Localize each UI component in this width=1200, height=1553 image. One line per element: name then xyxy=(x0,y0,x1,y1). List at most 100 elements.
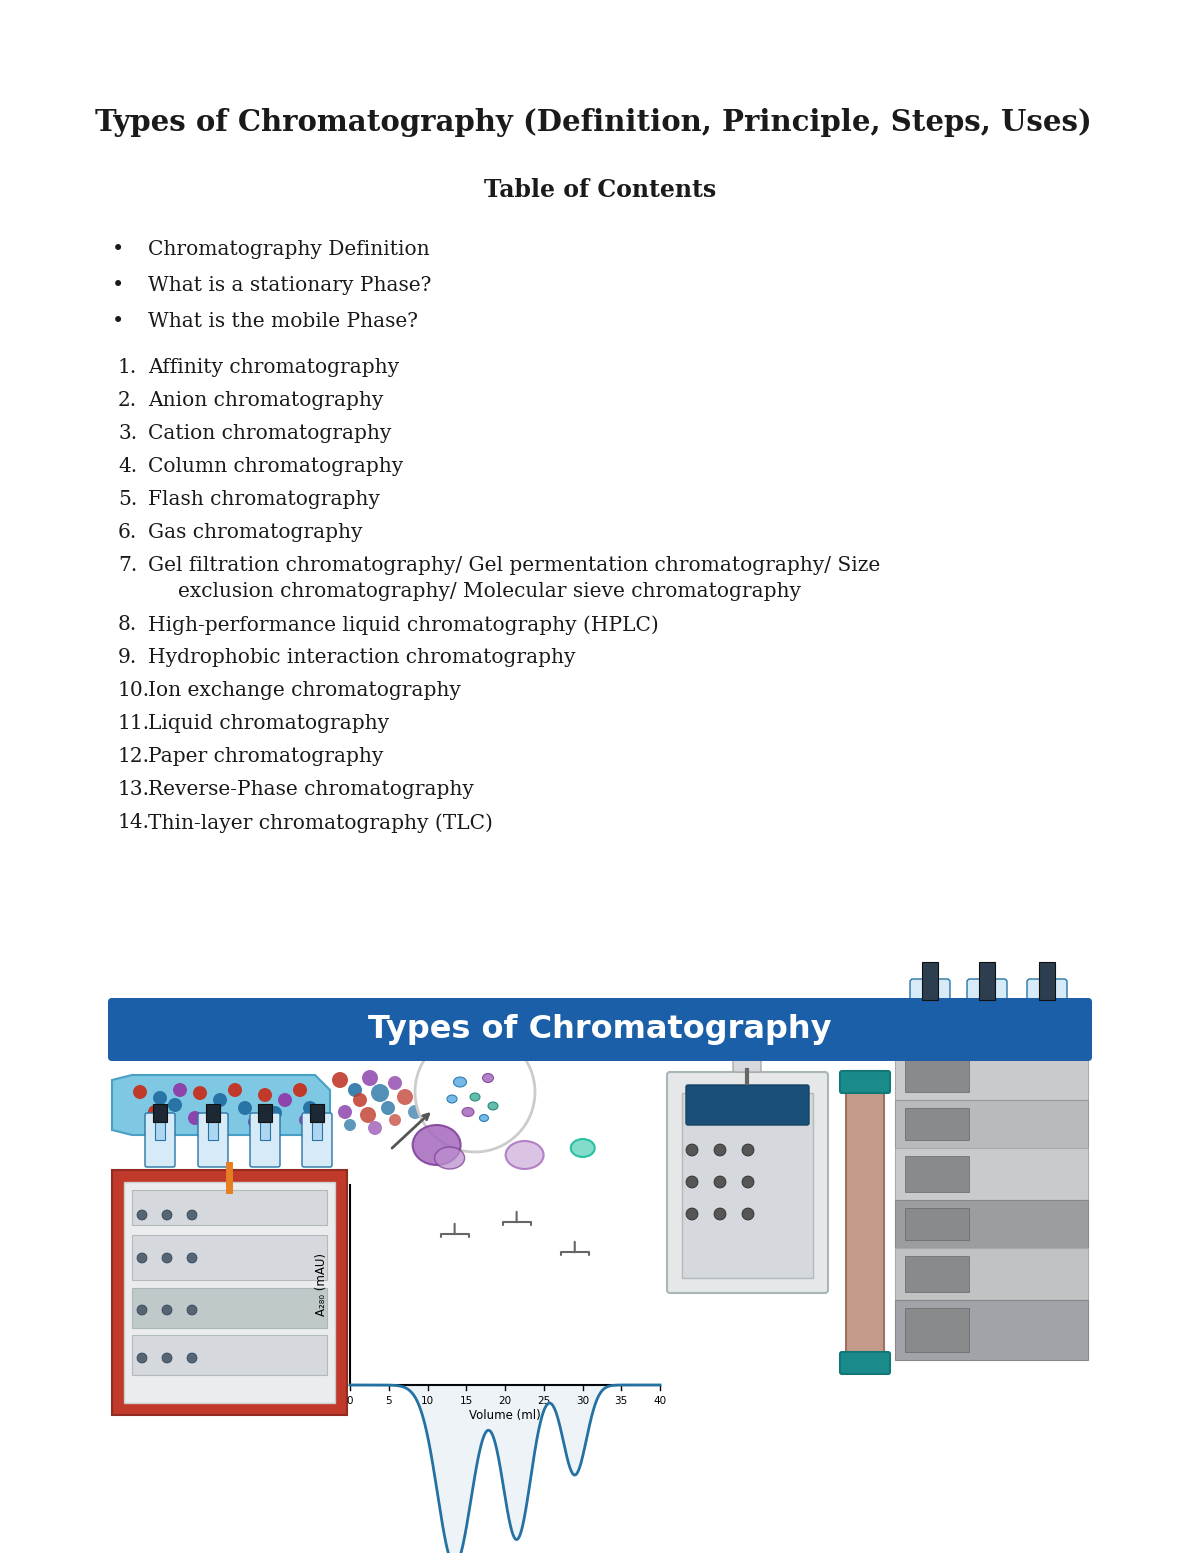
FancyBboxPatch shape xyxy=(905,1107,970,1140)
Text: 8.: 8. xyxy=(118,615,137,634)
Circle shape xyxy=(258,1089,272,1103)
Circle shape xyxy=(133,1086,148,1100)
FancyBboxPatch shape xyxy=(1039,961,1055,1000)
FancyBboxPatch shape xyxy=(905,1058,970,1092)
Text: 40: 40 xyxy=(654,1396,666,1405)
Circle shape xyxy=(742,1145,754,1155)
Text: Table of Contents: Table of Contents xyxy=(484,179,716,202)
Circle shape xyxy=(368,1121,382,1135)
FancyBboxPatch shape xyxy=(895,1200,1088,1249)
Circle shape xyxy=(137,1305,148,1315)
Circle shape xyxy=(360,1107,376,1123)
Circle shape xyxy=(686,1208,698,1221)
Ellipse shape xyxy=(413,1124,461,1165)
Circle shape xyxy=(162,1305,172,1315)
FancyBboxPatch shape xyxy=(905,1256,970,1292)
Text: 7.: 7. xyxy=(118,556,137,575)
Text: A₂₈₀ (mAU): A₂₈₀ (mAU) xyxy=(316,1253,329,1317)
Ellipse shape xyxy=(462,1107,474,1117)
FancyBboxPatch shape xyxy=(905,1308,970,1353)
Text: Thin-layer chromatography (TLC): Thin-layer chromatography (TLC) xyxy=(148,814,493,832)
Text: Anion chromatography: Anion chromatography xyxy=(148,391,383,410)
FancyBboxPatch shape xyxy=(145,1114,175,1166)
Text: 1.: 1. xyxy=(118,359,137,377)
Text: 5.: 5. xyxy=(118,491,137,509)
Text: 2.: 2. xyxy=(118,391,137,410)
Circle shape xyxy=(248,1115,262,1129)
Ellipse shape xyxy=(480,1115,488,1121)
Text: •: • xyxy=(112,312,124,331)
Circle shape xyxy=(187,1353,197,1364)
Ellipse shape xyxy=(505,1141,544,1169)
Circle shape xyxy=(686,1176,698,1188)
Text: Types of Chromatography: Types of Chromatography xyxy=(368,1014,832,1045)
Text: What is a stationary Phase?: What is a stationary Phase? xyxy=(148,276,431,295)
Circle shape xyxy=(137,1353,148,1364)
Circle shape xyxy=(362,1070,378,1086)
Circle shape xyxy=(137,1253,148,1263)
Text: 12.: 12. xyxy=(118,747,150,766)
FancyBboxPatch shape xyxy=(206,1104,220,1121)
Text: 3.: 3. xyxy=(118,424,137,443)
Text: Volume (ml): Volume (ml) xyxy=(469,1409,541,1421)
Text: Affinity chromatography: Affinity chromatography xyxy=(148,359,400,377)
Circle shape xyxy=(173,1082,187,1096)
Circle shape xyxy=(193,1086,208,1100)
FancyBboxPatch shape xyxy=(132,1336,326,1374)
Circle shape xyxy=(353,1093,367,1107)
Text: 35: 35 xyxy=(614,1396,628,1405)
FancyBboxPatch shape xyxy=(905,1155,970,1193)
FancyBboxPatch shape xyxy=(312,1115,322,1140)
Text: Flash chromatography: Flash chromatography xyxy=(148,491,380,509)
Ellipse shape xyxy=(482,1073,493,1082)
Text: Hydrophobic interaction chromatography: Hydrophobic interaction chromatography xyxy=(148,648,576,666)
FancyBboxPatch shape xyxy=(667,1072,828,1294)
FancyBboxPatch shape xyxy=(132,1287,326,1328)
Text: Reverse-Phase chromatography: Reverse-Phase chromatography xyxy=(148,780,474,798)
Circle shape xyxy=(382,1101,395,1115)
Text: 6.: 6. xyxy=(118,523,137,542)
Text: Column chromatography: Column chromatography xyxy=(148,457,403,477)
FancyBboxPatch shape xyxy=(895,1100,1088,1148)
FancyBboxPatch shape xyxy=(910,978,950,1041)
FancyBboxPatch shape xyxy=(155,1115,166,1140)
Circle shape xyxy=(742,1176,754,1188)
Ellipse shape xyxy=(454,1076,467,1087)
Circle shape xyxy=(338,1106,352,1120)
Circle shape xyxy=(742,1208,754,1221)
Circle shape xyxy=(389,1114,401,1126)
FancyBboxPatch shape xyxy=(108,999,1092,1061)
FancyBboxPatch shape xyxy=(208,1115,218,1140)
FancyBboxPatch shape xyxy=(905,1208,970,1239)
Circle shape xyxy=(344,1120,356,1131)
Circle shape xyxy=(714,1208,726,1221)
Circle shape xyxy=(371,1084,389,1103)
Text: Liquid chromatography: Liquid chromatography xyxy=(148,714,389,733)
Circle shape xyxy=(208,1109,222,1123)
FancyBboxPatch shape xyxy=(846,1072,884,1360)
FancyBboxPatch shape xyxy=(967,978,1007,1041)
Text: 4.: 4. xyxy=(118,457,137,477)
Text: Types of Chromatography (Definition, Principle, Steps, Uses): Types of Chromatography (Definition, Pri… xyxy=(95,109,1092,137)
Circle shape xyxy=(714,1145,726,1155)
Text: 20: 20 xyxy=(498,1396,511,1405)
FancyBboxPatch shape xyxy=(198,1114,228,1166)
FancyBboxPatch shape xyxy=(840,1353,890,1374)
Circle shape xyxy=(187,1305,197,1315)
FancyBboxPatch shape xyxy=(258,1104,272,1121)
Circle shape xyxy=(137,1210,148,1221)
FancyBboxPatch shape xyxy=(302,1114,332,1166)
Polygon shape xyxy=(112,1075,330,1135)
FancyBboxPatch shape xyxy=(733,1028,761,1072)
FancyBboxPatch shape xyxy=(310,1104,324,1121)
Text: 9.: 9. xyxy=(118,648,137,666)
Circle shape xyxy=(408,1106,422,1120)
Text: 14.: 14. xyxy=(118,814,150,832)
Circle shape xyxy=(188,1110,202,1124)
Text: 13.: 13. xyxy=(118,780,150,798)
Text: Paper chromatography: Paper chromatography xyxy=(148,747,383,766)
Text: 10: 10 xyxy=(421,1396,434,1405)
FancyBboxPatch shape xyxy=(895,1148,1088,1200)
Text: •: • xyxy=(112,241,124,259)
Circle shape xyxy=(293,1082,307,1096)
